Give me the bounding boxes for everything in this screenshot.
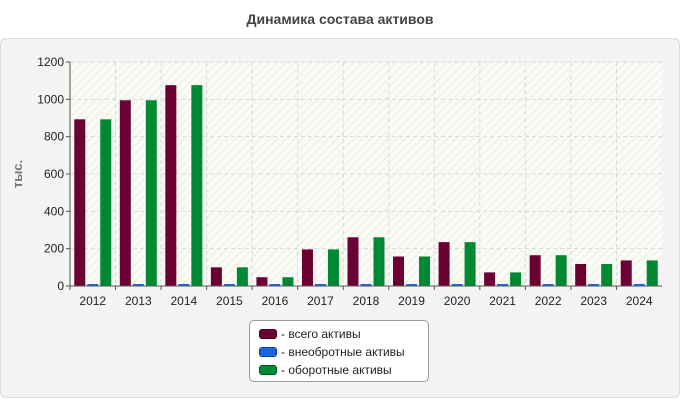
bar-noncurrent-2024 <box>633 284 645 286</box>
chart-title: Динамика состава активов <box>246 11 434 27</box>
bar-current-2020 <box>464 242 476 286</box>
bar-total-2023 <box>575 263 587 286</box>
x-tick-label: 2020 <box>444 294 471 308</box>
bar-noncurrent-2013 <box>132 284 144 286</box>
bar-current-2013 <box>145 100 157 287</box>
x-tick-label: 2016 <box>262 294 289 308</box>
legend-label-noncurrent: - внеобротные активы <box>281 345 405 359</box>
legend-swatch-current <box>259 365 277 375</box>
x-tick-label: 2023 <box>580 294 607 308</box>
bar-total-2019 <box>393 256 405 286</box>
bar-noncurrent-2016 <box>269 284 281 286</box>
bar-current-2014 <box>191 85 203 286</box>
x-tick-label: 2015 <box>216 294 243 308</box>
y-tick-label: 0 <box>57 279 64 293</box>
y-tick-label: 800 <box>44 130 64 144</box>
x-tick-label: 2017 <box>307 294 334 308</box>
bar-current-2012 <box>100 119 112 286</box>
y-tick-label: 200 <box>44 242 64 256</box>
legend-item-total: - всего активы <box>259 325 428 343</box>
bar-total-2021 <box>484 272 496 286</box>
legend: - всего активы - внеобротные активы - об… <box>249 320 429 382</box>
bar-current-2023 <box>601 263 613 286</box>
bar-current-2016 <box>282 277 294 286</box>
x-tick-label: 2021 <box>489 294 516 308</box>
bar-total-2014 <box>165 85 177 286</box>
y-tick-label: 400 <box>44 204 64 218</box>
bar-noncurrent-2017 <box>314 284 326 286</box>
x-tick-label: 2019 <box>398 294 425 308</box>
y-tick-label: 600 <box>44 167 64 181</box>
x-tick-label: 2013 <box>125 294 152 308</box>
legend-item-current: - оборотные активы <box>259 361 428 379</box>
bar-noncurrent-2018 <box>360 284 372 286</box>
bar-total-2022 <box>529 255 541 286</box>
x-tick-label: 2024 <box>626 294 653 308</box>
x-tick-label: 2014 <box>170 294 197 308</box>
x-tick-label: 2018 <box>353 294 380 308</box>
bar-current-2019 <box>419 256 431 286</box>
bar-noncurrent-2023 <box>588 284 600 286</box>
bar-noncurrent-2019 <box>406 284 418 286</box>
bar-noncurrent-2020 <box>451 284 463 286</box>
bar-total-2024 <box>620 260 632 286</box>
bar-noncurrent-2012 <box>87 284 99 286</box>
bar-current-2015 <box>236 267 248 286</box>
x-tick-label: 2012 <box>79 294 106 308</box>
bar-noncurrent-2014 <box>178 284 190 286</box>
bar-total-2018 <box>347 237 359 286</box>
legend-swatch-noncurrent <box>259 347 277 357</box>
bar-current-2021 <box>510 272 522 286</box>
bar-total-2016 <box>256 277 268 286</box>
bar-total-2015 <box>210 267 222 286</box>
bar-current-2022 <box>555 255 567 286</box>
bar-current-2024 <box>646 260 658 286</box>
legend-swatch-total <box>259 329 277 339</box>
bar-total-2013 <box>119 100 131 287</box>
y-tick-label: 1200 <box>37 55 64 69</box>
bar-total-2017 <box>301 249 313 286</box>
bar-current-2018 <box>373 237 385 286</box>
x-tick-label: 2022 <box>535 294 562 308</box>
bar-current-2017 <box>327 249 339 286</box>
legend-item-noncurrent: - внеобротные активы <box>259 343 428 361</box>
legend-label-total: - всего активы <box>281 327 361 341</box>
bar-noncurrent-2021 <box>497 284 509 286</box>
bar-total-2020 <box>438 242 450 286</box>
bar-noncurrent-2015 <box>223 284 235 286</box>
bar-noncurrent-2022 <box>542 284 554 286</box>
y-axis-label: тыс. <box>10 160 25 188</box>
bar-total-2012 <box>74 119 86 286</box>
y-tick-label: 1000 <box>37 92 64 106</box>
legend-label-current: - оборотные активы <box>281 363 392 377</box>
